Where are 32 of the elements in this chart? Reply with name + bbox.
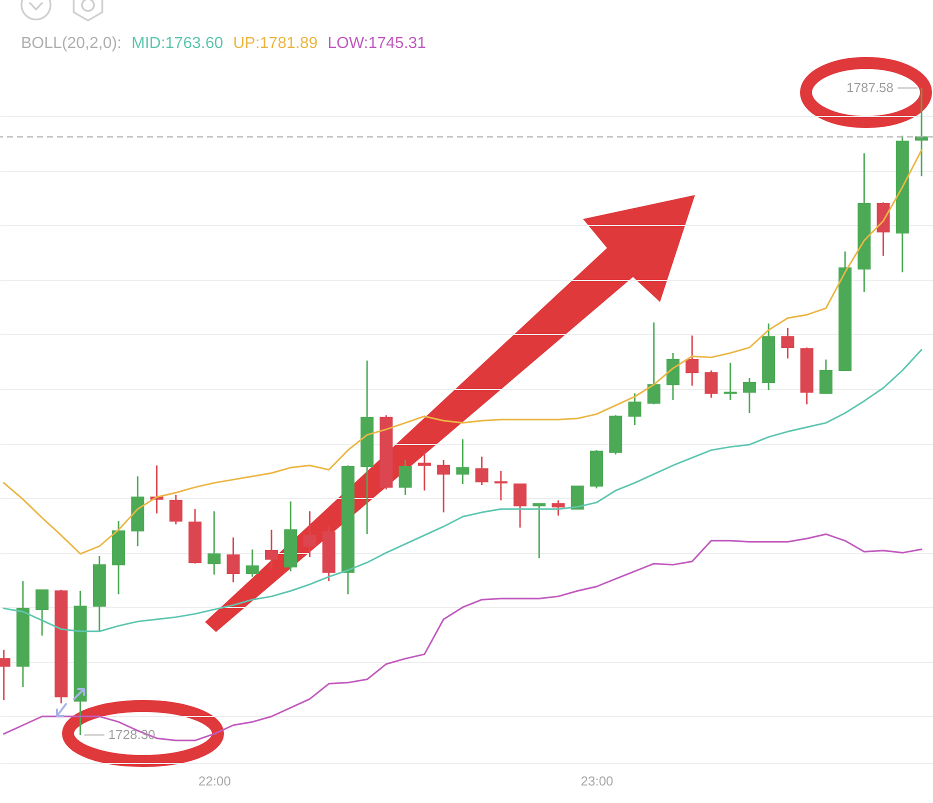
candlestick (456, 438, 470, 485)
candlestick (647, 322, 660, 406)
candlestick (514, 483, 527, 528)
text: UP:1781.89 (233, 35, 318, 52)
candlestick (398, 459, 412, 496)
candlestick (704, 370, 718, 398)
candlestick (437, 459, 450, 514)
annotation: 1787.58 (846, 80, 894, 95)
x-tick-label: 22:00 (198, 774, 231, 788)
candlestick (570, 486, 584, 510)
candlestick (226, 536, 240, 583)
candlestick (724, 362, 737, 401)
candlestick (475, 456, 488, 486)
candlestick (264, 529, 278, 570)
candlestick (303, 510, 316, 558)
candlestick (552, 500, 565, 516)
text: LOW:1745.31 (328, 35, 426, 52)
candlestick (418, 452, 431, 492)
candlestick (208, 510, 221, 576)
candlestick (494, 470, 508, 502)
candlestick (246, 548, 259, 578)
text: MID:1763.60 (132, 35, 224, 52)
candlestick (742, 377, 756, 414)
candlestick (781, 327, 794, 360)
legend-title: BOLL(20,2,0): (21, 35, 122, 52)
candlestick (36, 589, 49, 636)
candlestick (819, 358, 832, 394)
candlestick (532, 502, 546, 559)
x-tick-label: 23:00 (580, 774, 614, 788)
candlestick (628, 392, 642, 426)
candlestick (169, 494, 182, 526)
candlestick (686, 334, 699, 386)
